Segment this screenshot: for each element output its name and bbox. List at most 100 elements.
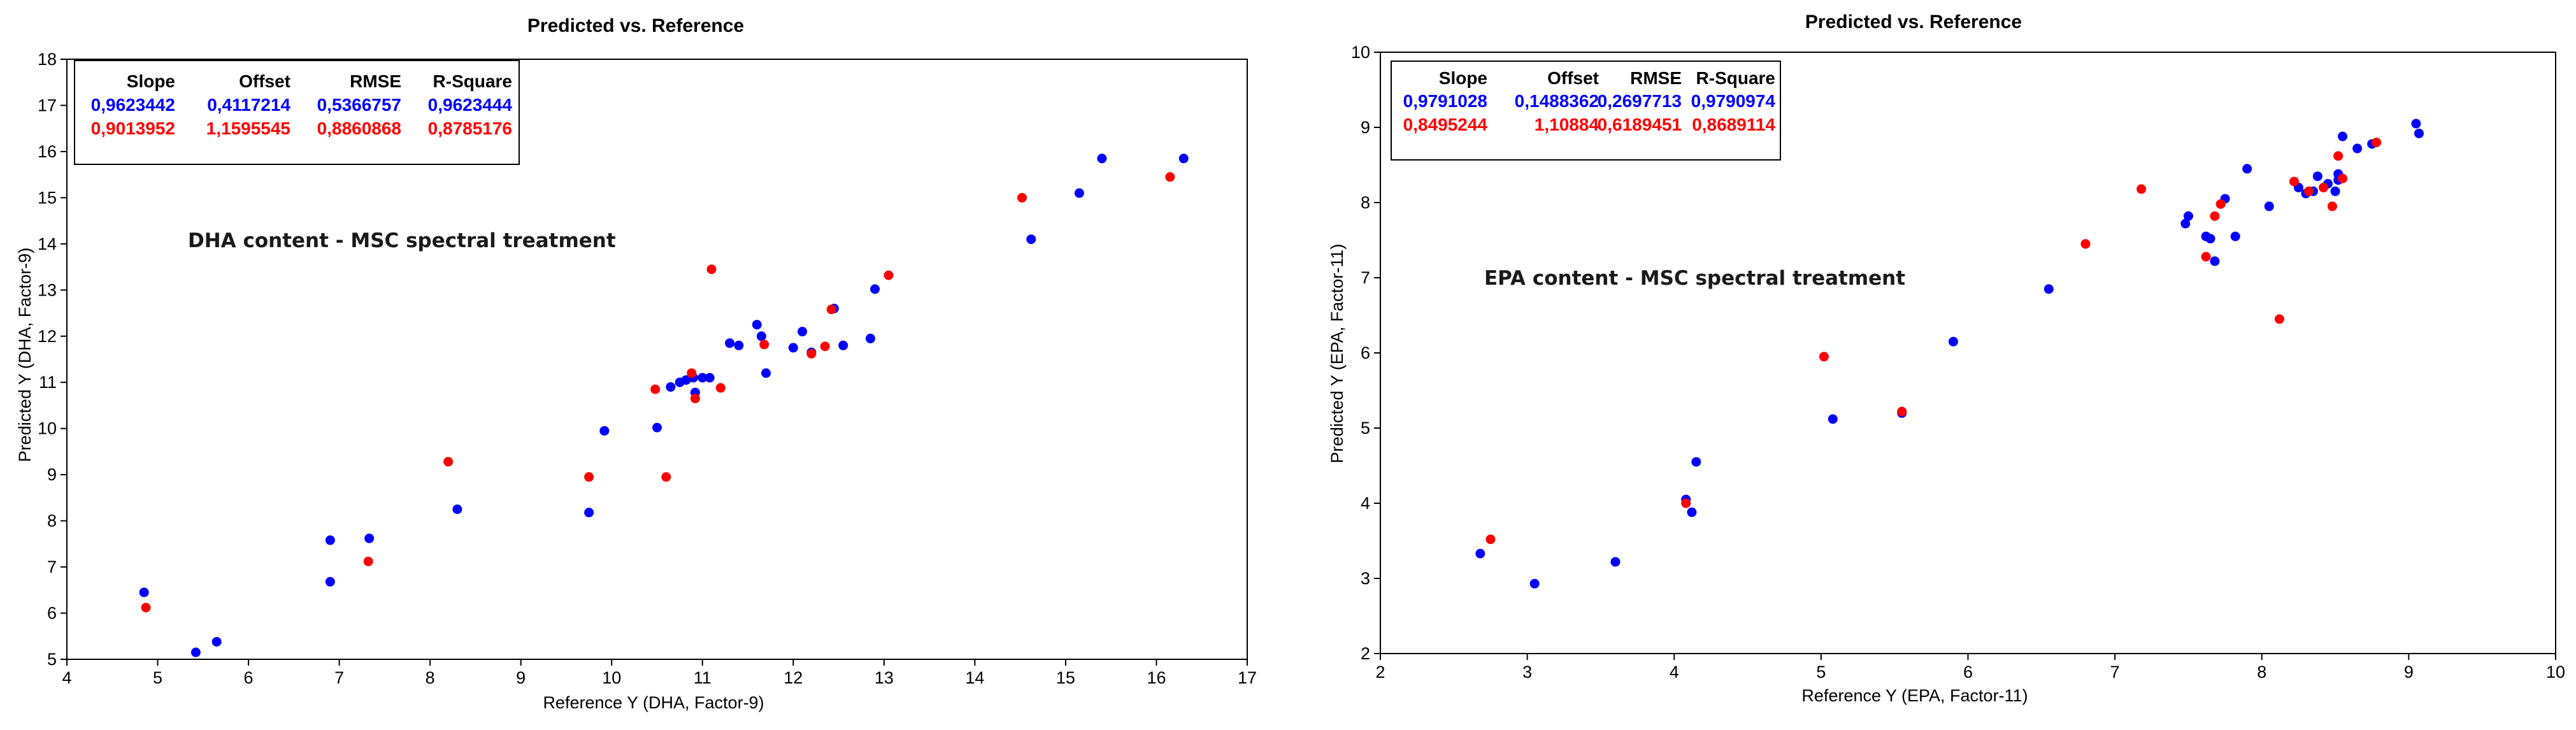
epa-stat-header-rsquare: R-Square	[1696, 68, 1775, 88]
dha-red-point	[820, 341, 830, 352]
dha-blue-point	[788, 343, 798, 353]
dha-stat-blue-offset: 0,4117214	[207, 95, 290, 115]
dha-x-tick-label: 13	[875, 668, 894, 687]
dha-x-tick-label: 4	[62, 668, 71, 687]
dha-stat-blue-rmse: 0,5366757	[317, 95, 401, 115]
epa-red-point	[2136, 184, 2147, 194]
epa-y-tick-label: 8	[1361, 193, 1370, 212]
dha-x-tick-label: 6	[244, 668, 254, 687]
dha-x-tick-label: 14	[965, 668, 984, 687]
epa-x-tick-label: 2	[1375, 662, 1385, 682]
dha-x-tick-label: 16	[1147, 668, 1166, 687]
epa-blue-point	[2352, 143, 2363, 154]
dha-red-point	[443, 457, 454, 467]
epa-stats-border	[1391, 61, 1781, 161]
dha-y-tick-label: 5	[47, 650, 57, 669]
dha-y-tick-label: 7	[47, 557, 57, 576]
dha-red-point	[884, 270, 894, 280]
epa-y-tick-label: 3	[1361, 569, 1370, 588]
epa-x-tick-label: 9	[2404, 662, 2414, 682]
dha-red-point	[690, 394, 700, 404]
epa-blue-point	[1610, 557, 1621, 567]
epa-red-point	[2333, 151, 2343, 161]
dha-stat-blue-slope: 0,9623442	[91, 95, 175, 115]
dha-blue-point	[798, 327, 808, 337]
dha-x-tick-label: 11	[694, 668, 712, 687]
epa-y-tick-label: 10	[1351, 43, 1370, 62]
dha-blue-point	[1097, 154, 1107, 164]
epa-red-point	[2080, 239, 2091, 249]
epa-red-point	[2327, 201, 2337, 211]
dha-stat-header-offset: Offset	[239, 71, 290, 91]
epa-stat-header-slope: Slope	[1439, 68, 1487, 88]
dha-blue-point	[865, 333, 875, 343]
dha-blue-point	[1074, 188, 1084, 198]
dha-chart: Predicted vs. Reference Reference Y (DHA…	[15, 15, 1257, 712]
dha-y-tick-label: 11	[39, 373, 57, 392]
dha-axes: 4 5 6 7 8 9 10 11 12 13 14 15 16 17567891011121314151…	[38, 50, 1257, 687]
epa-chart: Predicted vs. Reference Reference Y (EPA…	[1327, 11, 2565, 705]
epa-y-tick-label: 9	[1361, 118, 1370, 137]
dha-y-tick-label: 16	[38, 142, 57, 161]
epa-stat-blue-offset: 0,1488362	[1515, 91, 1599, 111]
epa-y-tick-label: 2	[1361, 644, 1370, 663]
dha-blue-point	[756, 331, 766, 341]
dha-blue-point	[599, 426, 610, 436]
dha-plot-frame	[66, 59, 1248, 660]
dha-y-tick-label: 9	[47, 465, 57, 484]
epa-y-tick-label: 7	[1361, 268, 1370, 287]
dha-blue-point	[752, 320, 762, 330]
epa-stat-red-slope: 0,8495244	[1403, 115, 1488, 134]
dha-blue-point	[1026, 234, 1036, 245]
epa-blue-point	[2242, 164, 2252, 174]
epa-x-tick-label: 6	[1963, 662, 1973, 682]
epa-axes: 2 3 4 5 6 7 8 9 10 2 3 4 5 6 7 8 9 10	[1351, 43, 2565, 682]
epa-y-tick-label: 4	[1361, 494, 1370, 513]
dha-blue-point	[364, 533, 375, 543]
dha-blue-point	[838, 340, 848, 350]
epa-points	[1475, 118, 2424, 589]
dha-x-tick-label: 8	[426, 668, 435, 687]
dha-stat-header-rsquare: R-Square	[433, 71, 512, 91]
dha-red-point	[141, 603, 151, 613]
dha-y-tick-label: 12	[38, 327, 57, 346]
dha-blue-point	[1178, 154, 1189, 164]
dha-stat-blue-rsquare: 0,9623444	[428, 95, 513, 115]
dha-blue-point	[734, 340, 744, 350]
epa-red-point	[2210, 211, 2220, 221]
epa-blue-point	[2230, 231, 2240, 241]
dha-y-tick-label: 18	[38, 50, 57, 69]
dha-blue-point	[452, 505, 462, 514]
epa-stat-red-offset: 1,10884	[1535, 115, 1599, 134]
epa-blue-point	[2411, 118, 2421, 129]
dha-blue-point	[652, 422, 662, 433]
epa-blue-point	[1475, 548, 1485, 559]
epa-chart-title: Predicted vs. Reference	[1805, 11, 2022, 32]
epa-blue-point	[1529, 578, 1540, 589]
epa-blue-point	[2264, 201, 2274, 211]
dha-stat-header-slope: Slope	[127, 71, 175, 91]
epa-red-point	[2338, 173, 2348, 183]
epa-blue-point	[2338, 131, 2348, 141]
dha-x-axis-title: Reference Y (DHA, Factor-9)	[543, 693, 764, 712]
dha-blue-point	[190, 647, 201, 657]
dha-y-tick-label: 10	[38, 419, 57, 438]
dha-red-point	[661, 472, 671, 482]
dha-red-point	[759, 340, 769, 350]
dha-y-tick-label: 17	[38, 96, 57, 115]
dha-blue-point	[139, 587, 149, 598]
dha-red-point	[650, 384, 661, 394]
dha-x-tick-label: 5	[153, 668, 162, 687]
epa-blue-point	[2210, 256, 2220, 266]
epa-blue-point	[1691, 457, 1701, 467]
epa-stat-red-rsquare: 0,8689114	[1692, 115, 1775, 134]
dha-red-point	[1165, 172, 1175, 182]
dha-x-tick-label: 15	[1056, 668, 1075, 687]
epa-x-tick-label: 3	[1522, 662, 1532, 682]
epa-stat-header-rmse: RMSE	[1630, 68, 1682, 88]
epa-blue-point	[2205, 234, 2215, 244]
dha-blue-point	[870, 284, 880, 294]
epa-red-point	[1819, 352, 1829, 362]
dha-blue-point	[211, 636, 222, 647]
